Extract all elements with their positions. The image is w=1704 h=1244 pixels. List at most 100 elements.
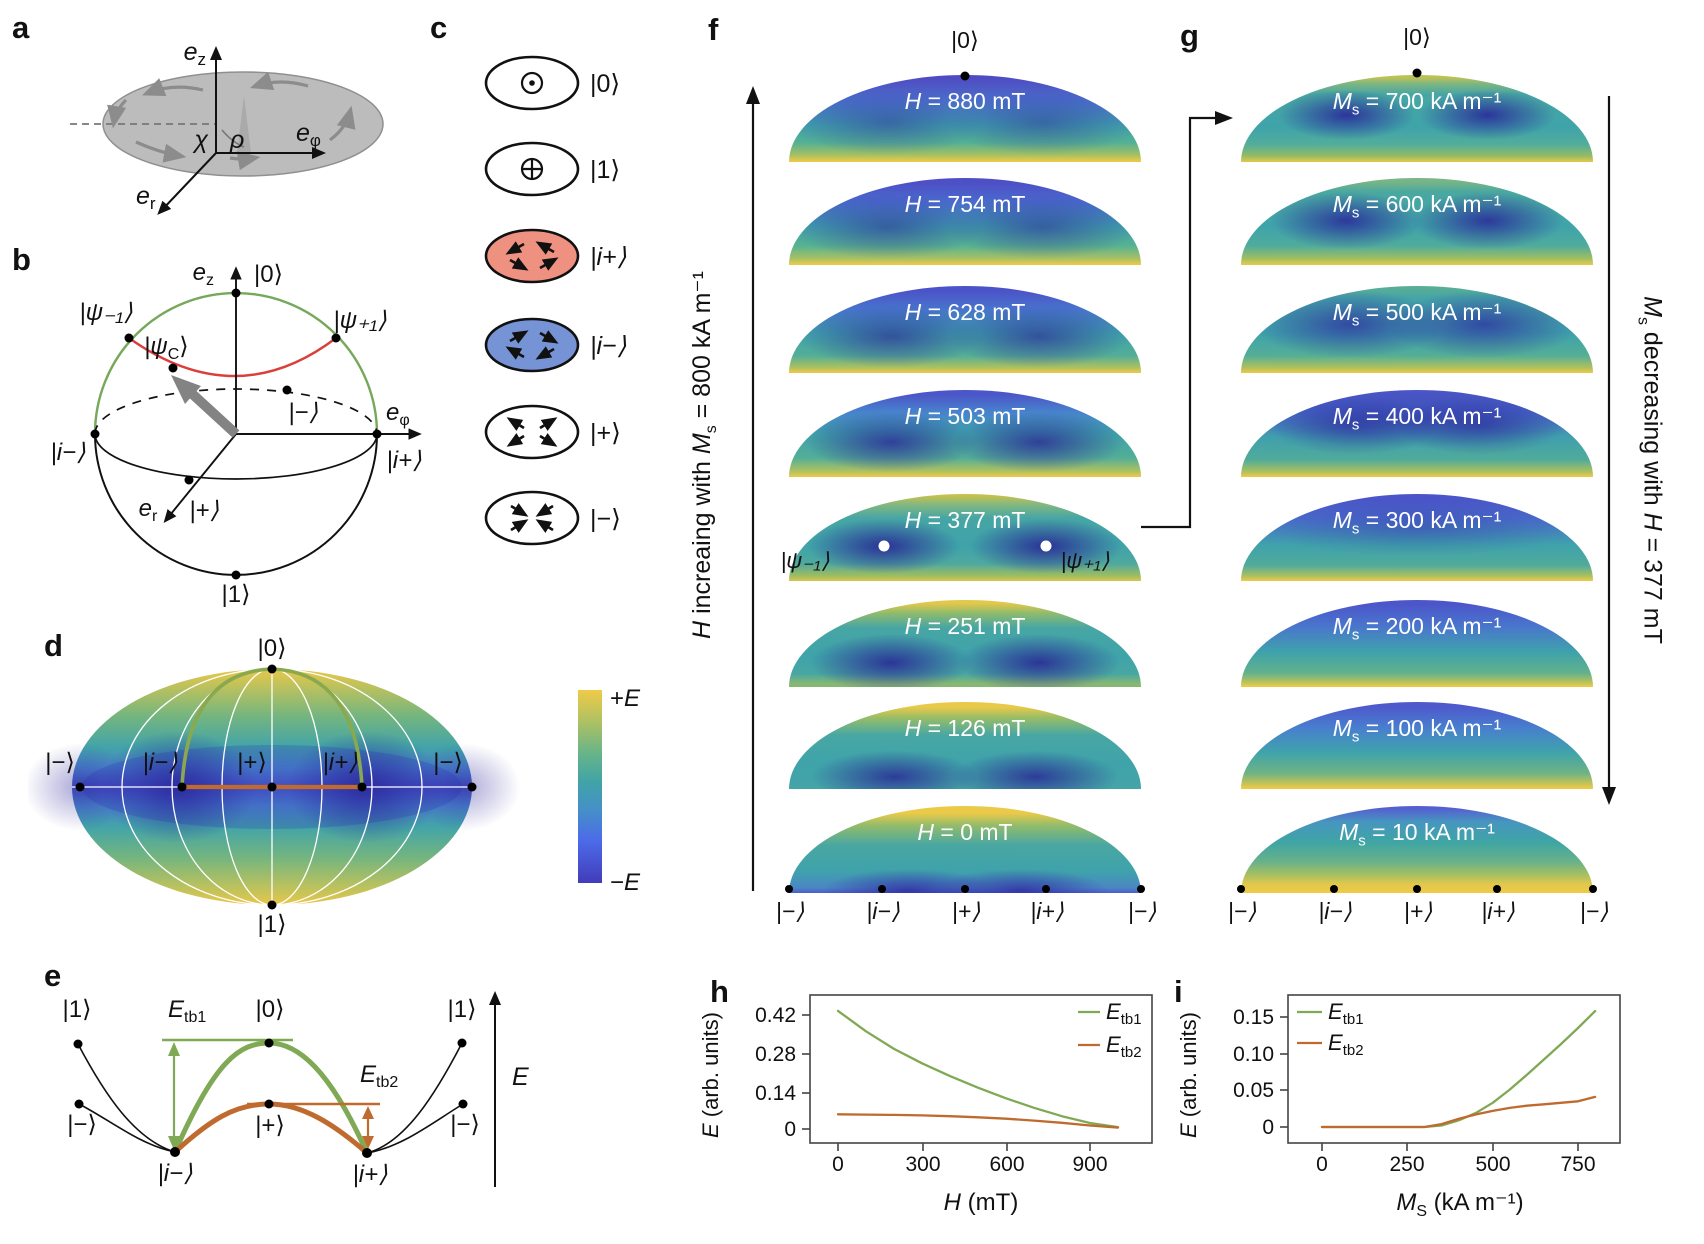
- dome-f-0mT: H = 0 mT: [789, 806, 1141, 893]
- circulation-arrow: [249, 71, 309, 91]
- dot: [73, 1039, 83, 1049]
- equator-dot: [75, 782, 85, 792]
- dome-f-880mT: H = 880 mT: [789, 75, 1141, 162]
- i-etb2-curve: [1320, 1095, 1597, 1129]
- state-legend-label: |0⟩: [590, 70, 620, 98]
- branch-curve: [366, 1042, 463, 1154]
- angle-arc: [221, 129, 245, 148]
- dot: [458, 1099, 468, 1109]
- state-dot-1: [231, 570, 241, 580]
- circulation-arrow: [329, 105, 356, 142]
- state-dot-psi-c: [168, 363, 178, 373]
- state-icon-out-of-plane: [484, 55, 580, 111]
- chart-E-vs-H: E (arb. units) 0.42 0.28 0.14 0 0 300 60…: [700, 994, 1153, 1216]
- equator-front: [94, 433, 378, 480]
- i-minus-label: |i−⟩: [51, 439, 87, 466]
- pole-dot-1: [267, 900, 277, 910]
- state-legend-label: |−⟩: [590, 505, 621, 533]
- h-xtick: 900: [1072, 1153, 1107, 1176]
- cone-glyph: [237, 96, 251, 153]
- dot: [264, 1099, 274, 1109]
- dome-f-754mT: H = 754 mT: [789, 178, 1141, 265]
- i-xtick: 750: [1560, 1153, 1595, 1176]
- colorbar-max-label: +E: [610, 685, 641, 712]
- state-dot-i-plus: [372, 429, 382, 439]
- h-xlabel: H (mT): [944, 1189, 1019, 1216]
- equator-dot: [357, 782, 367, 792]
- constant-chi-red-arc: [128, 337, 337, 378]
- psi-minus1-annotation: |ψ₋₁⟩: [780, 548, 830, 573]
- state-legend-label: |1⟩: [590, 156, 620, 184]
- g-bottom-state: |+⟩: [1403, 898, 1433, 924]
- sphere-lower-outline: [94, 433, 378, 576]
- etb2-label: Etb2: [360, 1061, 398, 1091]
- branch-curve: [78, 1103, 176, 1153]
- h-plot-frame: [809, 994, 1153, 1144]
- equator-dot: [467, 782, 477, 792]
- green-path-arc-left: [180, 667, 273, 788]
- state-dot-plus: [184, 475, 194, 485]
- bloch-sphere: ez |0⟩ |ψ₋₁⟩ |ψ₊₁⟩ |ψC⟩ |−⟩ eφ |i+⟩ |i−⟩…: [51, 259, 423, 608]
- circulation-arrow: [135, 140, 187, 163]
- equator-state-label: |−⟩: [433, 749, 463, 776]
- h-ytick: 0.42: [755, 1004, 796, 1027]
- f-bottom-state: |−⟩: [775, 898, 805, 924]
- dome-f-251mT: H = 251 mT: [789, 600, 1141, 687]
- f-top-state-label: |0⟩: [951, 27, 979, 53]
- f-bottom-state: |i+⟩: [1030, 898, 1064, 924]
- dot: [264, 1038, 274, 1048]
- er-label: er: [136, 182, 156, 213]
- dome-g-700kAm: Ms = 700 kA m⁻¹: [1241, 75, 1593, 162]
- rho-angle-label: ρ: [229, 126, 244, 154]
- er-label: er: [139, 495, 158, 525]
- panel-letter-g: g: [1180, 18, 1199, 53]
- ephi-label: eφ: [296, 119, 321, 150]
- state-icon-converging: [484, 490, 580, 546]
- equator-dot: [177, 782, 187, 792]
- f-bottom-state: |−⟩: [1127, 898, 1157, 924]
- i-ytick: 0: [1262, 1116, 1274, 1139]
- h-xtick: 0: [832, 1153, 844, 1176]
- f-bottom-state: |+⟩: [951, 898, 981, 924]
- state-legend: |0⟩ |1⟩ |i+⟩ |i−⟩: [484, 55, 627, 546]
- dome-f-126mT: H = 126 mT: [789, 702, 1141, 789]
- panel-letter-f: f: [708, 12, 719, 47]
- panel-letter-i: i: [1174, 974, 1183, 1009]
- state-label: |i−⟩: [158, 1160, 194, 1187]
- dot: [170, 1147, 180, 1157]
- circulation-arrow: [142, 78, 204, 96]
- panel-letter-c: c: [430, 10, 448, 45]
- g-bottom-state: |i−⟩: [1318, 898, 1352, 924]
- pole-dot-0: [267, 664, 277, 674]
- state-icon-vortex-ccw: [484, 228, 580, 284]
- chi-angle-label: χ: [192, 126, 208, 154]
- psi-minus1-label: |ψ₋₁⟩: [79, 299, 133, 326]
- i-xtick: 0: [1316, 1153, 1328, 1176]
- state-legend-label: |+⟩: [590, 419, 621, 447]
- energy-barrier-diagram: |1⟩ |−⟩ |i−⟩ |0⟩ |+⟩ |i+⟩ |1⟩ |−⟩ Etb1 E…: [63, 991, 529, 1188]
- i-ticks: [1280, 1016, 1579, 1151]
- state-dot-0: [231, 288, 241, 298]
- psi-c-label: |ψC⟩: [144, 333, 189, 363]
- ephi-label: eφ: [386, 399, 410, 429]
- panel-letter-b: b: [12, 242, 31, 277]
- f-bottom-state: |i−⟩: [866, 898, 900, 924]
- dome-f-377mT: H = 377 mT: [789, 494, 1141, 581]
- f-axis-annotation: H increaing with Ms = 800 kA m⁻¹: [688, 271, 720, 639]
- dome-g-10kAm: Ms = 10 kA m⁻¹: [1241, 806, 1593, 893]
- h-xtick: 300: [905, 1153, 940, 1176]
- state-icon-diverging: [484, 404, 580, 460]
- f-to-g-connector-arrow: [1141, 116, 1220, 529]
- panel-letter-a: a: [12, 10, 30, 45]
- branch-curve: [366, 1103, 464, 1154]
- state-vector-arrowhead: [171, 375, 201, 404]
- state-label: |i+⟩: [353, 1161, 389, 1188]
- h-ytick: 0.14: [755, 1082, 796, 1105]
- minus-label: |−⟩: [288, 399, 318, 426]
- h-legend-label-1: Etb1: [1106, 999, 1142, 1028]
- equator-state-label: |i−⟩: [143, 749, 179, 776]
- mollweide-energy-map: |0⟩ |1⟩ |−⟩ |i−⟩ |+⟩ |i+⟩ |−⟩ +E −E: [28, 635, 641, 938]
- dot: [457, 1038, 467, 1048]
- i-plus-label: |i+⟩: [387, 447, 423, 474]
